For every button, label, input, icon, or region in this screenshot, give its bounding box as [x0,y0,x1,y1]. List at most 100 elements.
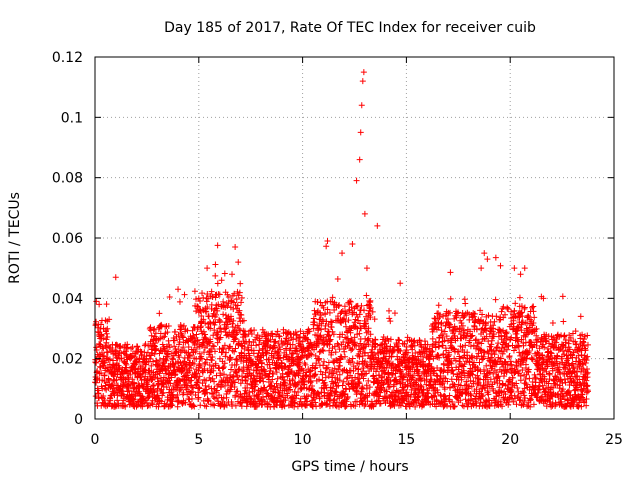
data-point [254,332,261,339]
data-point [282,397,289,404]
data-point [307,350,314,357]
data-point [331,365,338,372]
data-point [204,303,211,310]
data-point [539,352,546,359]
data-point [341,348,348,355]
data-point [167,380,174,387]
data-point [363,370,370,377]
data-point [504,366,511,373]
data-point [329,319,336,326]
data-point [336,302,343,309]
data-point [258,385,265,392]
data-point [507,358,514,365]
data-point [495,340,502,347]
data-point [178,347,185,354]
data-point [210,343,217,350]
data-point [293,331,300,338]
data-point [514,385,521,392]
data-point [221,360,228,367]
data-point [580,380,587,387]
data-point [483,327,490,334]
data-point [211,327,218,334]
data-point [200,316,207,323]
data-point [425,398,432,405]
data-point [188,395,195,402]
data-point [519,366,526,373]
data-point [556,366,563,373]
data-point [186,353,193,360]
data-point [367,304,374,311]
x-tick-label: 0 [91,432,100,448]
data-point [457,326,464,333]
data-point [317,312,324,319]
data-point [365,377,372,384]
data-point [369,308,376,315]
data-point [261,384,268,391]
data-point [230,317,237,324]
data-point [467,328,474,335]
data-point [141,349,148,356]
data-point [203,377,210,384]
y-tick-label: 0.1 [61,110,83,126]
data-point [543,331,550,338]
data-point [517,396,524,403]
data-point [583,377,590,384]
data-point [94,328,101,335]
data-point [214,280,221,287]
data-point [290,358,297,365]
data-point [170,334,177,341]
data-point [346,298,353,305]
data-point [229,320,236,327]
data-point [251,327,258,334]
data-point [486,403,493,410]
data-point [505,306,512,313]
data-point [205,397,212,404]
data-point [101,359,108,366]
data-point [447,269,454,276]
data-point [403,389,410,396]
data-point [166,344,173,351]
data-point [145,394,152,401]
data-point [259,326,266,333]
data-point [366,305,373,312]
data-point [174,391,181,398]
data-point [104,349,111,356]
data-point [533,332,540,339]
data-point [463,378,470,385]
data-point [513,401,520,408]
data-point [361,210,368,217]
data-point [246,352,253,359]
data-point [451,403,458,410]
data-point [333,399,340,406]
data-point [345,317,352,324]
data-point [311,365,318,372]
data-point [581,399,588,406]
data-point [342,308,349,315]
data-point [99,353,106,360]
data-point [487,354,494,361]
data-point [436,354,443,361]
data-point [449,366,456,373]
data-point [349,358,356,365]
data-point [376,393,383,400]
data-point [385,369,392,376]
data-point [237,280,244,287]
data-point [453,310,460,317]
data-point [396,337,403,344]
chart-title: Day 185 of 2017, Rate Of TEC Index for r… [164,20,536,36]
data-point [440,368,447,375]
data-point [208,288,215,295]
data-point [199,380,206,387]
data-point [188,365,195,372]
data-point [231,290,238,297]
data-point [477,395,484,402]
data-point [517,271,524,278]
data-point [572,328,579,335]
data-point [492,254,499,261]
data-point [400,374,407,381]
data-point [522,375,529,382]
data-point [487,369,494,376]
data-point [437,367,444,374]
data-point [487,376,494,383]
data-point [303,373,310,380]
